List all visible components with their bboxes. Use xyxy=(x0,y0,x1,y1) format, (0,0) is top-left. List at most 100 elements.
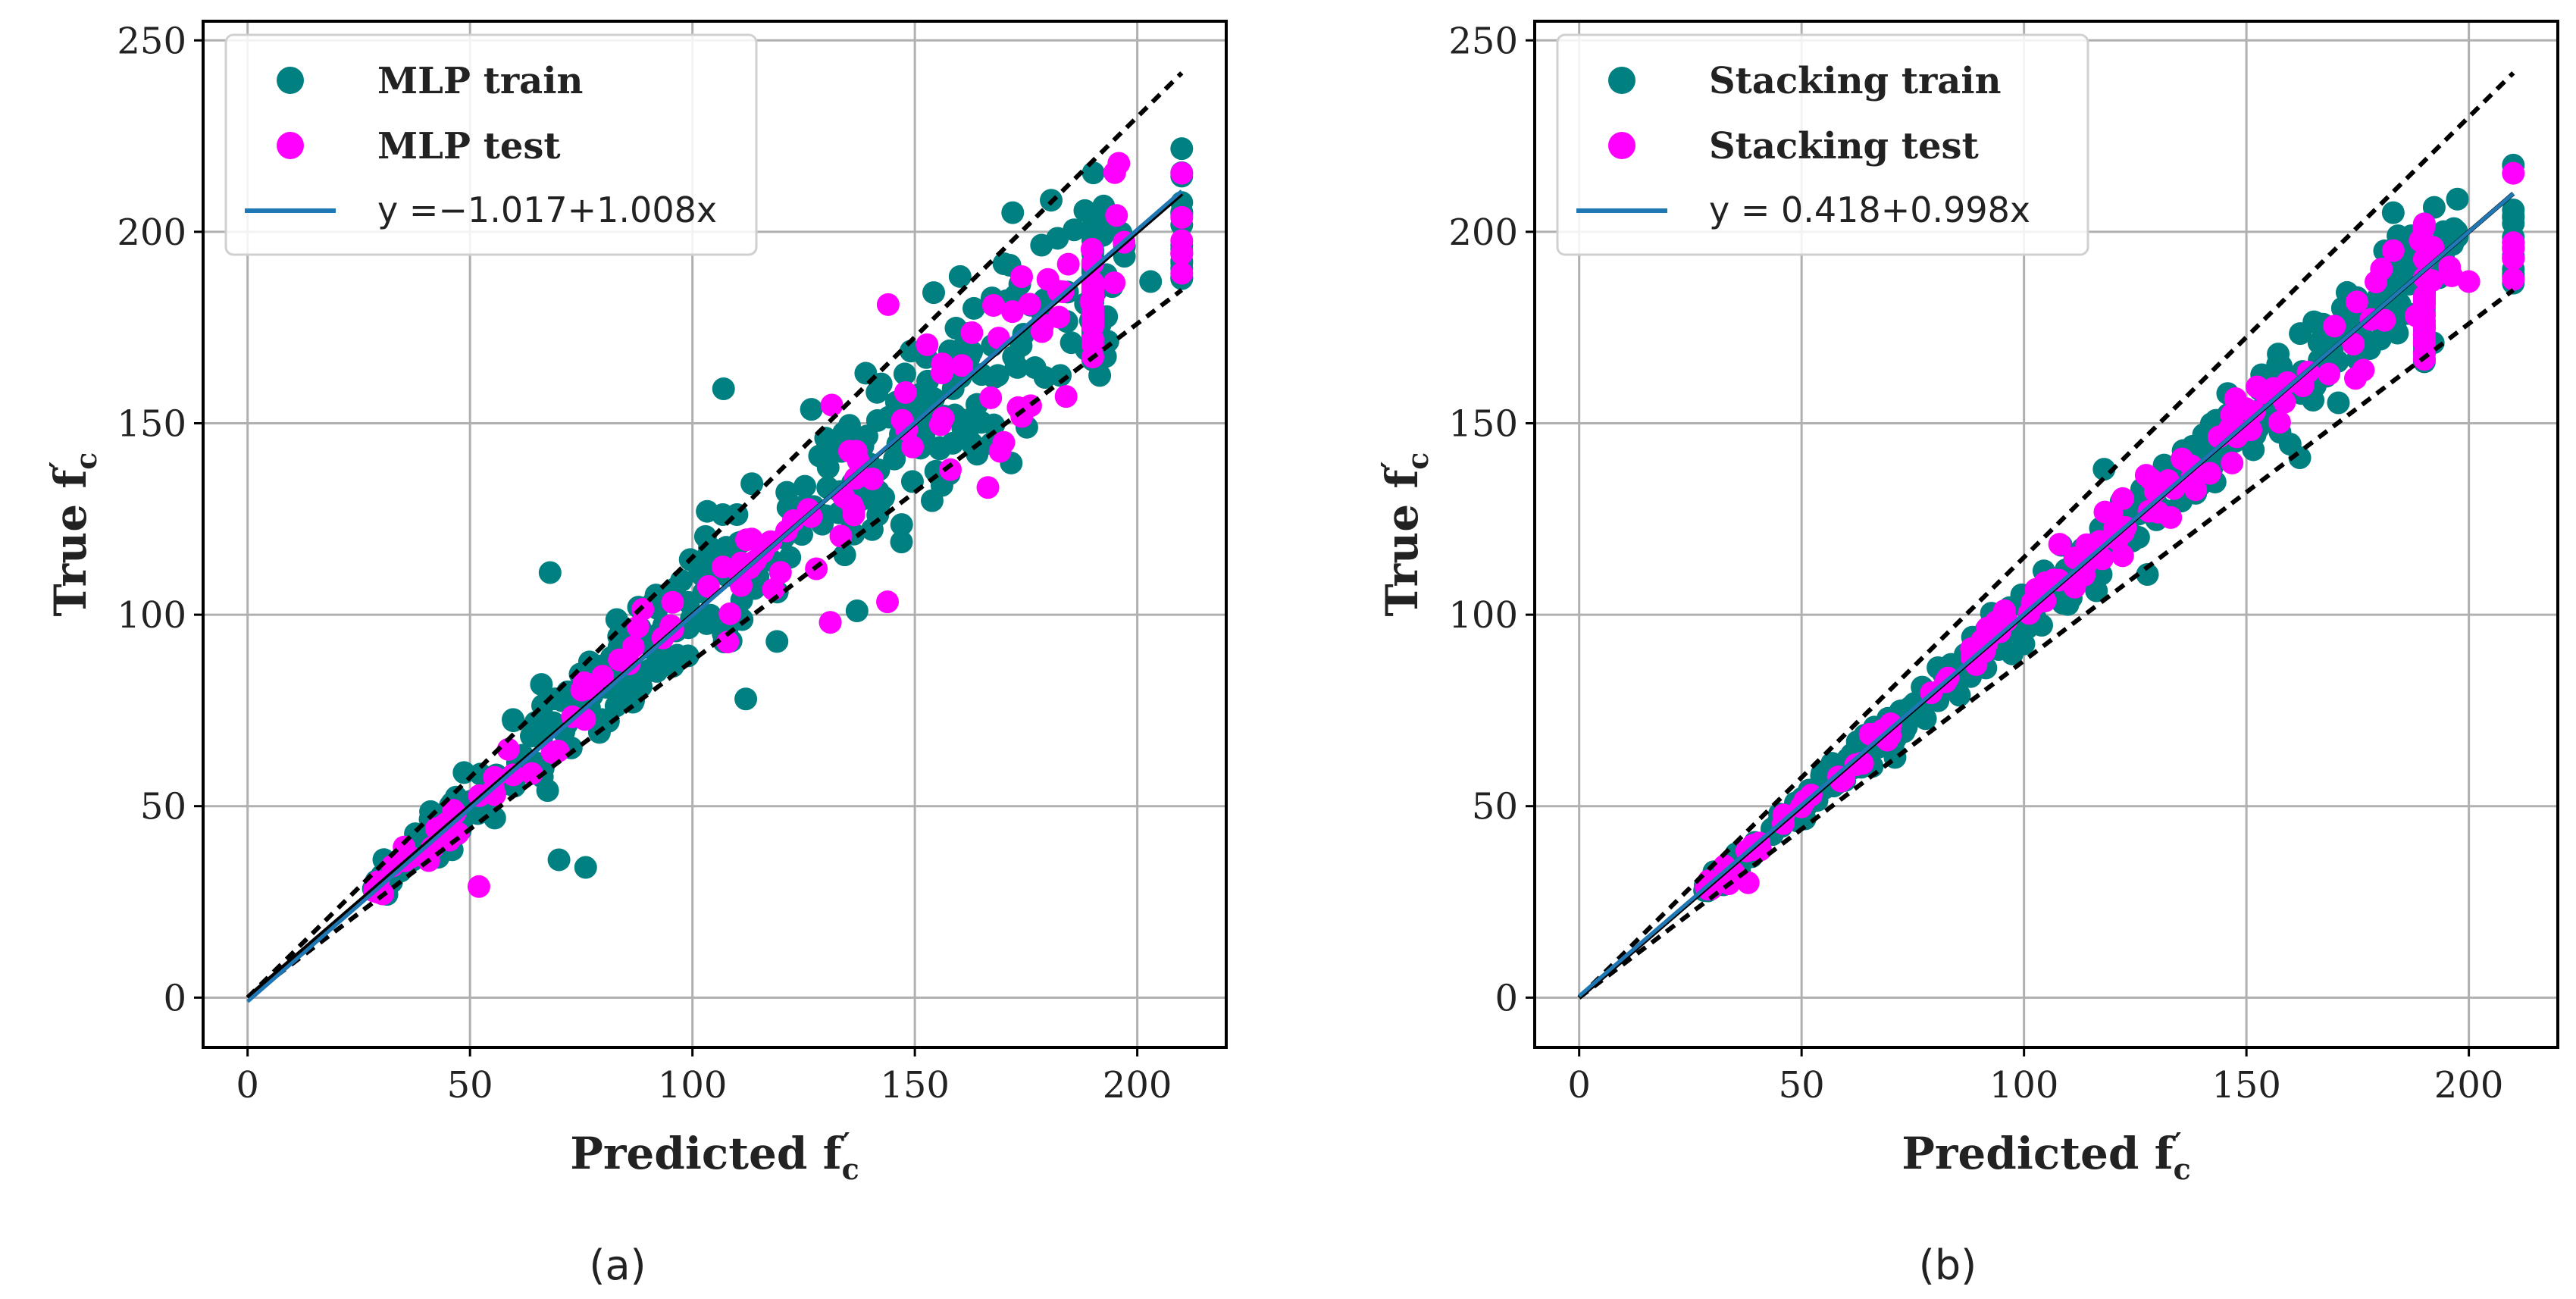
test-point xyxy=(546,740,570,763)
train-point xyxy=(922,281,946,305)
legend-label-test: MLP test xyxy=(377,125,561,167)
x-tick-label: 100 xyxy=(658,1064,728,1106)
test-point xyxy=(2198,462,2221,485)
test-point xyxy=(1170,161,1194,185)
test-point xyxy=(842,498,865,521)
train-point xyxy=(536,779,559,803)
legend-box xyxy=(1556,33,2089,256)
test-point xyxy=(1103,271,1126,295)
y-tick-label: 100 xyxy=(1448,594,1518,637)
test-point xyxy=(718,602,742,625)
test-point xyxy=(1010,405,1034,428)
train-point xyxy=(1012,323,1035,346)
test-point xyxy=(938,458,962,481)
y-tick-label: 150 xyxy=(1448,402,1518,445)
y-tick-label: 50 xyxy=(1472,786,1518,828)
x-axis-label: Predicted fc′ xyxy=(1901,1126,2191,1186)
test-point xyxy=(981,294,1005,318)
train-point xyxy=(2327,391,2350,415)
x-tick-label: 50 xyxy=(447,1064,493,1106)
legend-marker-train xyxy=(1608,67,1635,94)
y-tick-label: 0 xyxy=(1495,977,1518,1019)
test-point xyxy=(861,467,884,490)
axes-frame xyxy=(1533,20,2559,1049)
test-point xyxy=(1992,599,2016,622)
train-point xyxy=(2446,187,2469,211)
test-point xyxy=(1103,161,1126,184)
test-point xyxy=(502,763,525,787)
train-point xyxy=(604,694,628,718)
bound-line xyxy=(1577,71,2515,1000)
train-point xyxy=(948,264,972,288)
legend-label-train: MLP train xyxy=(377,60,583,102)
train-point xyxy=(2012,632,2036,656)
test-point xyxy=(1736,871,1760,894)
test-point xyxy=(711,556,734,579)
train-point xyxy=(1139,270,1163,293)
test-point xyxy=(2234,397,2258,421)
train-point xyxy=(920,489,944,512)
y-tick-label: 200 xyxy=(117,211,186,254)
train-point xyxy=(960,432,984,455)
train-point xyxy=(845,599,869,623)
test-point xyxy=(1054,385,1078,408)
panel-label: (b) xyxy=(1919,1241,1977,1289)
train-point xyxy=(530,673,553,696)
x-tick-label: 200 xyxy=(2434,1064,2504,1106)
y-tick-label: 200 xyxy=(1448,211,1518,254)
test-point xyxy=(626,615,649,639)
test-point xyxy=(2221,451,2244,474)
chart-panel-2: 0 50 100 150 200 0 50 100 150 200 250 Predicted fc′… xyxy=(1375,20,2559,1289)
y-tick-label: 250 xyxy=(117,20,186,62)
test-point xyxy=(837,440,861,463)
test-point xyxy=(1170,229,1194,252)
chart-panel-1: 0 50 100 150 200 0 50 100 150 200 250 Predicted fc′… xyxy=(43,20,1228,1289)
y-tick-label: 0 xyxy=(163,977,186,1019)
legend-box xyxy=(224,33,758,256)
test-point xyxy=(2381,239,2405,262)
x-axis-label-prime: ′ xyxy=(843,1126,850,1160)
test-point xyxy=(1056,252,1080,276)
test-point xyxy=(1000,300,1024,324)
test-point xyxy=(716,631,740,654)
test-point xyxy=(844,467,867,490)
train-point xyxy=(890,531,913,554)
legend-label-test: Stacking test xyxy=(1709,125,1979,167)
test-point xyxy=(2048,533,2071,556)
train-point xyxy=(502,708,525,731)
test-point xyxy=(992,430,1016,454)
test-point xyxy=(467,875,490,898)
test-point xyxy=(950,354,974,377)
train-point xyxy=(854,362,878,385)
bound-line xyxy=(1577,288,2515,1000)
x-tick-label: 50 xyxy=(1779,1064,1825,1106)
test-point xyxy=(2093,500,2117,524)
y-axis-label-subscript: c xyxy=(1401,452,1435,470)
test-point xyxy=(2090,547,2114,571)
train-point xyxy=(1170,137,1194,161)
train-point xyxy=(2092,458,2116,481)
test-point xyxy=(2276,371,2299,394)
test-point xyxy=(876,590,900,614)
y-tick-label: 250 xyxy=(1448,20,1518,62)
legend: MLP train MLP test y =−1.017+1.008x xyxy=(224,33,758,256)
test-point xyxy=(960,321,984,345)
x-tick-label: 0 xyxy=(1567,1064,1591,1106)
test-point xyxy=(1170,261,1194,285)
legend-marker-test xyxy=(1608,132,1635,159)
axes-frame xyxy=(202,20,1228,1049)
train-point xyxy=(1001,201,1025,224)
y-axis-label-prime: ′ xyxy=(1375,462,1409,469)
x-axis-label: Predicted fc′ xyxy=(570,1126,859,1186)
fit-line xyxy=(1578,192,2515,998)
train-point xyxy=(538,561,562,584)
test-point xyxy=(781,509,805,533)
test-point xyxy=(591,665,615,688)
test-point xyxy=(2020,591,2044,615)
test-point xyxy=(2440,264,2464,287)
legend: Stacking train Stacking test y = 0.418+0.9… xyxy=(1556,33,2089,256)
test-point xyxy=(2420,269,2443,293)
test-point xyxy=(2457,270,2481,293)
train-point xyxy=(890,513,913,537)
